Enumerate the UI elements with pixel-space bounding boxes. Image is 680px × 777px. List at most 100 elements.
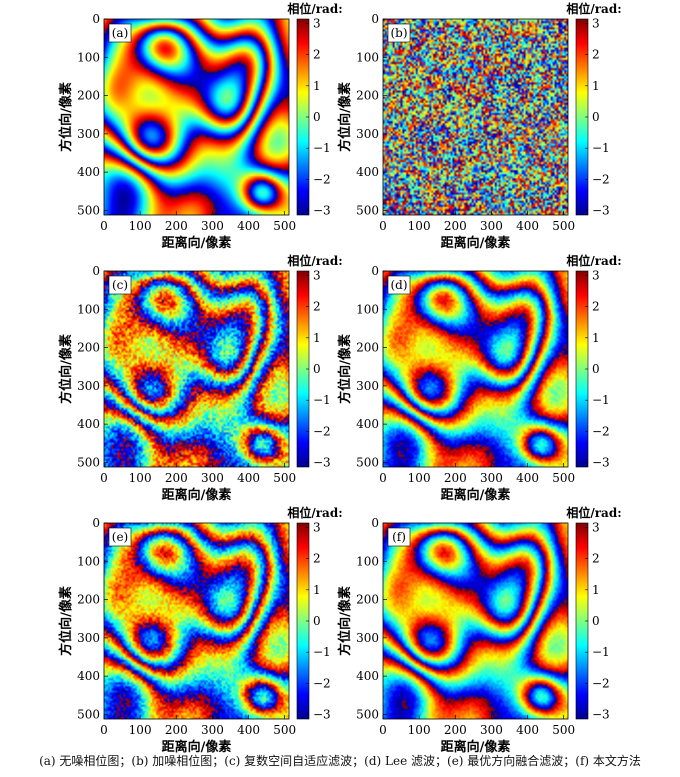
panel-b: (b)0 100 200 300 400 5000100200300400500距离向/像… — [337, 1, 622, 251]
colorbar-tick-label: 2 — [313, 552, 321, 566]
y-tick-label: 500 — [356, 203, 379, 217]
colorbar-tick-label: −2 — [592, 424, 610, 438]
y-tick-label: 500 — [77, 455, 100, 469]
x-tick-label: 100 — [129, 219, 152, 233]
panel-label: (b) — [390, 26, 407, 40]
x-tick-label: 400 — [516, 219, 539, 233]
figure-caption: (a) 无噪相位图；(b) 加噪相位图；(c) 复数空间自适应滤波；(d) Le… — [39, 754, 641, 768]
colorbar-tick-label: 2 — [313, 48, 321, 62]
y-tick-label: 100 — [77, 50, 100, 64]
y-tick-label: 200 — [77, 341, 100, 355]
colorbar-tick-label: 2 — [592, 48, 600, 62]
colorbar-tick-label: 2 — [592, 300, 600, 314]
x-tick-label: 300 — [480, 723, 503, 737]
plot-frame — [382, 270, 569, 468]
colorbar-tick-label: −1 — [313, 645, 331, 659]
x-tick-label: 300 — [201, 471, 224, 485]
x-tick-label: 0 — [379, 471, 387, 485]
panel-label-box — [387, 275, 411, 295]
x-axis-label: 距离向/像素 — [441, 739, 511, 755]
colorbar-tick-label: 0 — [313, 362, 321, 376]
colorbar-tick-label: −2 — [592, 172, 610, 186]
y-tick-label: 300 — [356, 631, 379, 645]
y-tick-label: 200 — [356, 341, 379, 355]
panel-e: (e)0 100 200 300 400 5000100200300400500距离向/像… — [58, 505, 343, 755]
panel-label-box — [387, 23, 411, 43]
colorbar-tick-label: −2 — [313, 676, 331, 690]
plot-frame — [103, 522, 290, 720]
y-tick-label: 0 — [371, 264, 379, 278]
x-axis-label: 距离向/像素 — [162, 235, 232, 251]
y-tick-label: 300 — [77, 379, 100, 393]
colorbar-tick-label: 1 — [592, 583, 600, 597]
colorbar-tick-label: 1 — [313, 583, 321, 597]
x-tick-label: 400 — [516, 471, 539, 485]
x-tick-label: 500 — [273, 471, 296, 485]
colorbar-tick-label: 0 — [313, 110, 321, 124]
panel-label-box — [108, 23, 132, 43]
plot-frame — [382, 18, 569, 216]
colorbar-title: 相位/rad: — [287, 1, 342, 16]
y-tick-label: 0 — [371, 516, 379, 530]
panel-a: (a)0 100 200 300 400 5000100200300400500距离向/像… — [58, 1, 343, 251]
y-tick-label: 100 — [356, 554, 379, 568]
y-tick-label: 0 — [371, 12, 379, 26]
colorbar-tick-label: 3 — [592, 16, 600, 30]
x-tick-label: 300 — [201, 723, 224, 737]
y-axis-label: 方位向/像素 — [337, 334, 353, 404]
colorbar-title: 相位/rad: — [287, 505, 342, 520]
colorbar-title: 相位/rad: — [566, 1, 621, 16]
y-tick-label: 400 — [356, 417, 379, 431]
phase-image — [383, 271, 568, 467]
phase-image — [104, 271, 289, 467]
y-tick-label: 0 — [92, 264, 100, 278]
colorbar-title: 相位/rad: — [566, 253, 621, 268]
x-axis-label: 距离向/像素 — [441, 487, 511, 503]
colorbar-tick-label: 1 — [313, 79, 321, 93]
panel-f: (f)0 100 200 300 400 5000100200300400500距离向/像… — [337, 505, 622, 755]
x-tick-label: 500 — [273, 723, 296, 737]
y-tick-label: 400 — [77, 165, 100, 179]
y-tick-label: 300 — [356, 127, 379, 141]
y-tick-label: 500 — [356, 455, 379, 469]
colorbar-tick-label: −3 — [592, 204, 610, 218]
x-tick-label: 200 — [165, 219, 188, 233]
colorbar-tick-label: 3 — [592, 520, 600, 534]
colorbar-tick-label: −2 — [313, 172, 331, 186]
y-tick-label: 400 — [356, 165, 379, 179]
y-tick-label: 200 — [356, 593, 379, 607]
colorbar-tick-label: 2 — [313, 300, 321, 314]
x-tick-label: 200 — [444, 723, 467, 737]
y-tick-label: 300 — [77, 631, 100, 645]
x-axis-label: 距离向/像素 — [162, 487, 232, 503]
x-tick-label: 500 — [552, 471, 575, 485]
y-axis-label: 方位向/像素 — [58, 586, 74, 656]
phase-image — [383, 19, 568, 215]
y-tick-label: 100 — [77, 302, 100, 316]
panel-d: (d)0 100 200 300 400 5000100200300400500距离向/像… — [337, 253, 622, 503]
x-tick-label: 0 — [100, 471, 108, 485]
panel-c: (c)0 100 200 300 400 5000100200300400500距离向/像… — [58, 253, 343, 503]
colorbar-tick-label: −3 — [313, 204, 331, 218]
colorbar-tick-label: −1 — [592, 141, 610, 155]
colorbar-tick-label: 3 — [592, 268, 600, 282]
y-tick-label: 500 — [77, 203, 100, 217]
colorbar-tick-label: −1 — [592, 393, 610, 407]
y-tick-label: 500 — [77, 707, 100, 721]
colorbar-tick-label: 3 — [313, 268, 321, 282]
colorbar-tick-label: 2 — [592, 552, 600, 566]
colorbar-tick-label: −2 — [313, 424, 331, 438]
x-tick-label: 300 — [480, 471, 503, 485]
colorbar-tick-label: 3 — [313, 520, 321, 534]
y-tick-label: 400 — [77, 417, 100, 431]
colorbar-tick-label: 1 — [313, 331, 321, 345]
y-tick-label: 300 — [77, 127, 100, 141]
colorbar-title: 相位/rad: — [287, 253, 342, 268]
phase-image — [104, 523, 289, 719]
colorbar-tick-label: 0 — [592, 110, 600, 124]
panel-label: (f) — [392, 530, 406, 544]
y-axis-label: 方位向/像素 — [58, 334, 74, 404]
panel-label-box — [387, 527, 411, 547]
x-axis-label: 距离向/像素 — [162, 739, 232, 755]
